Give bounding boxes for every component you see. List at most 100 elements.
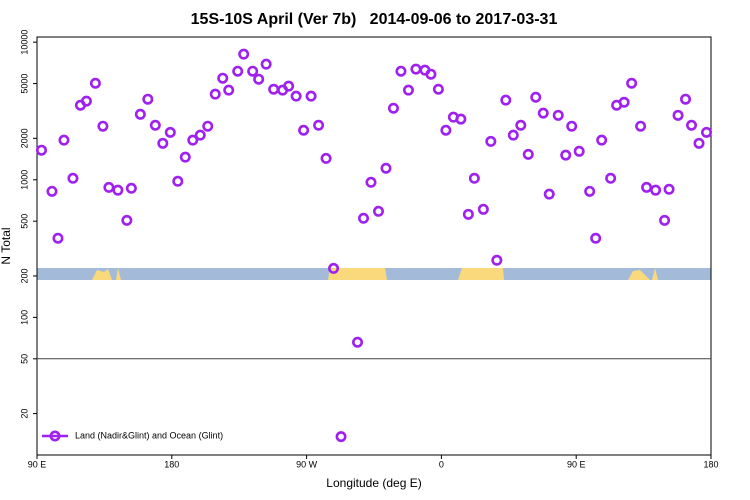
- point: [468, 172, 480, 184]
- point: [187, 134, 199, 146]
- point: [573, 145, 585, 157]
- point: [52, 232, 64, 244]
- point: [97, 120, 109, 132]
- y-tick-label: 200: [19, 268, 29, 283]
- point: [80, 95, 92, 107]
- point: [283, 80, 295, 92]
- point: [626, 77, 638, 89]
- point: [313, 119, 325, 131]
- point: [217, 72, 229, 84]
- point: [537, 107, 549, 119]
- point: [35, 144, 47, 156]
- point: [125, 182, 137, 194]
- point: [410, 63, 422, 75]
- point: [380, 162, 392, 174]
- y-tick-label: 2000: [19, 128, 29, 148]
- point: [46, 185, 58, 197]
- point: [485, 135, 497, 147]
- point: [641, 181, 653, 193]
- point: [320, 152, 332, 164]
- y-tick-label: 1000: [19, 170, 29, 190]
- point: [659, 214, 671, 226]
- y-axis-label: N Total: [0, 227, 13, 264]
- point: [491, 254, 503, 266]
- point: [328, 262, 340, 274]
- point: [164, 126, 176, 138]
- point: [298, 124, 310, 136]
- plot-frame: [36, 36, 712, 456]
- y-tick-label: 100: [19, 310, 29, 325]
- point: [142, 93, 154, 105]
- point: [112, 184, 124, 196]
- y-tick-label: 50: [19, 354, 29, 364]
- point: [462, 208, 474, 220]
- x-tick-label: 90 W: [296, 459, 318, 469]
- point: [635, 120, 647, 132]
- x-tick-label: 90 E: [567, 459, 586, 469]
- point: [134, 108, 146, 120]
- point: [247, 65, 259, 77]
- point: [543, 188, 555, 200]
- point: [89, 77, 101, 89]
- chart-title: 15S-10S April (Ver 7b) 2014-09-06 to 201…: [191, 11, 558, 28]
- point: [103, 181, 115, 193]
- point: [358, 212, 370, 224]
- point: [290, 90, 302, 102]
- point: [238, 48, 250, 60]
- point: [352, 336, 364, 348]
- x-tick-label: 180: [703, 459, 718, 469]
- point: [515, 119, 527, 131]
- point: [268, 83, 280, 95]
- point: [425, 68, 437, 80]
- legend-label: Land (Nadir&Glint) and Ocean (Glint): [75, 430, 223, 440]
- point: [365, 176, 377, 188]
- x-tick-label: 90 E: [28, 459, 47, 469]
- point: [552, 109, 564, 121]
- point: [618, 96, 630, 108]
- point: [260, 58, 272, 70]
- point: [121, 214, 133, 226]
- point: [680, 93, 692, 105]
- point: [209, 88, 221, 100]
- y-tick-label: 10000: [19, 30, 29, 55]
- point: [522, 148, 534, 160]
- point: [650, 184, 662, 196]
- point: [566, 120, 578, 132]
- point: [402, 84, 414, 96]
- point: [663, 183, 675, 195]
- point: [693, 137, 705, 149]
- y-tick-label: 500: [19, 214, 29, 229]
- y-tick-label: 20: [19, 409, 29, 419]
- point: [584, 185, 596, 197]
- point: [157, 137, 169, 149]
- point: [455, 113, 467, 125]
- point: [179, 151, 191, 163]
- point: [701, 126, 713, 138]
- x-tick-label: 180: [164, 459, 179, 469]
- point: [477, 203, 489, 215]
- point: [172, 175, 184, 187]
- point: [202, 120, 214, 132]
- point: [372, 205, 384, 217]
- point: [686, 119, 698, 131]
- point: [149, 119, 161, 131]
- point: [500, 94, 512, 106]
- point: [335, 431, 347, 443]
- x-tick-label: 0: [439, 459, 444, 469]
- point: [395, 65, 407, 77]
- point: [232, 65, 244, 77]
- map-strip: [37, 268, 711, 280]
- x-axis-label: Longitude (deg E): [326, 476, 421, 490]
- point: [530, 91, 542, 103]
- point: [507, 129, 519, 141]
- point: [596, 134, 608, 146]
- legend-marker: [49, 430, 61, 442]
- point: [67, 172, 79, 184]
- point: [58, 134, 70, 146]
- point: [590, 232, 602, 244]
- point: [560, 149, 572, 161]
- point: [387, 102, 399, 114]
- point: [440, 124, 452, 136]
- point: [432, 83, 444, 95]
